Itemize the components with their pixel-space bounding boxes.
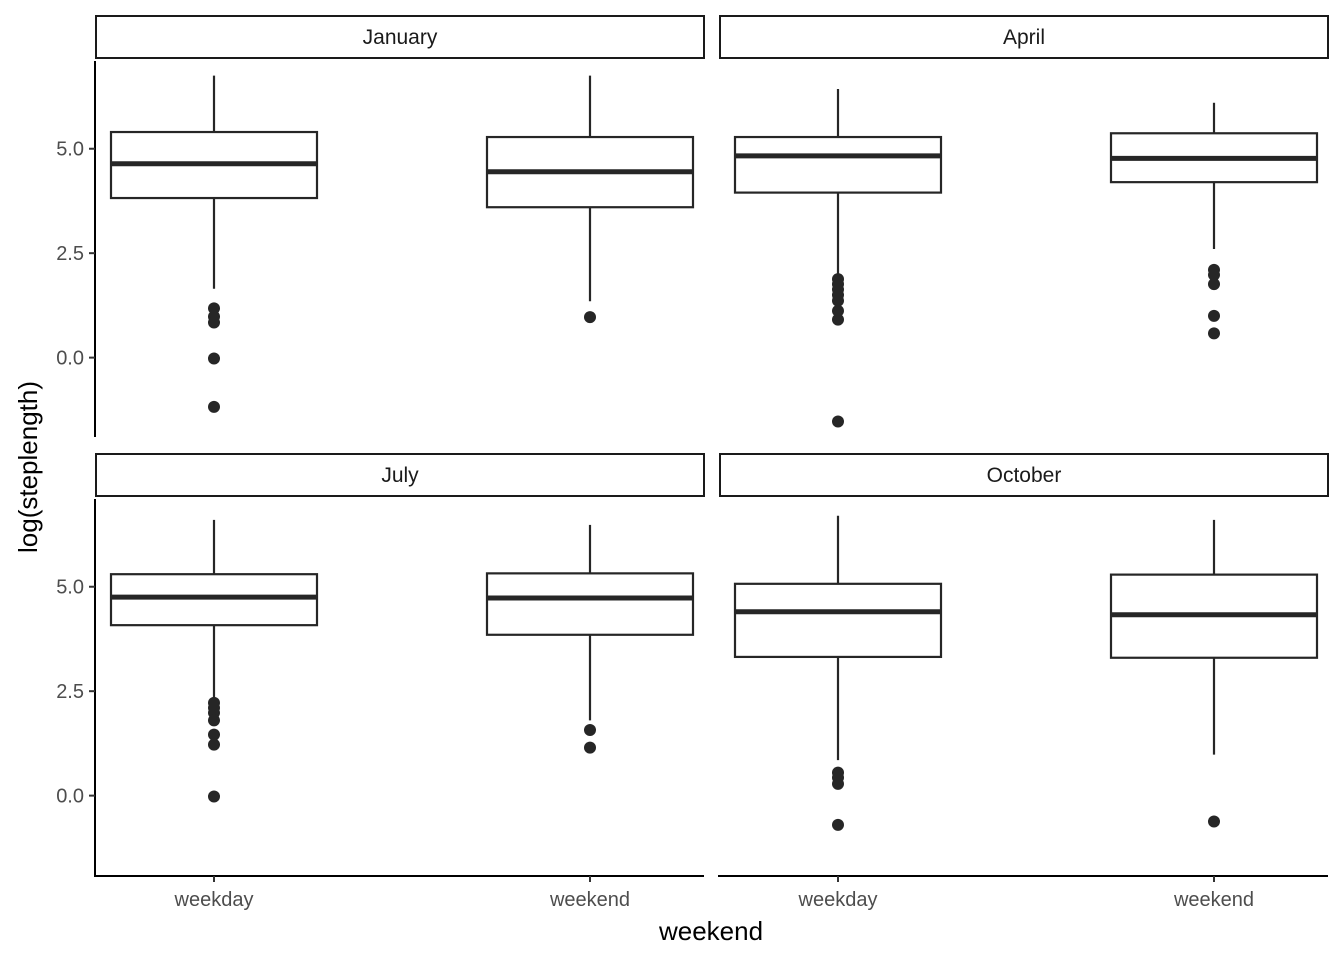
outlier-point — [1208, 278, 1220, 291]
outlier-point — [1208, 815, 1220, 828]
axes-layer: 0.0 2.5 5.0 0.0 2.5 5.0 weekday weekend weekday w… — [56, 61, 1328, 911]
facets-layer: January April July October — [95, 15, 1329, 831]
facet-strip — [95, 453, 705, 497]
box-weekend — [1109, 519, 1319, 828]
outlier-point — [584, 724, 596, 737]
y-axis-title: log(steplength) — [13, 381, 43, 553]
facet-strip-label: October — [987, 464, 1062, 487]
outlier-point — [208, 352, 220, 365]
box-weekday — [109, 75, 319, 413]
y-tick-label: 2.5 — [56, 243, 84, 265]
outlier-point — [832, 294, 844, 307]
box-weekend — [485, 75, 695, 324]
outlier-point — [832, 818, 844, 831]
outlier-point — [1208, 309, 1220, 322]
outlier-point — [208, 714, 220, 727]
outlier-point — [208, 728, 220, 741]
outlier-point — [208, 400, 220, 413]
facet-strip-label: January — [363, 26, 438, 49]
outlier-point — [832, 777, 844, 790]
facet-january: January — [95, 15, 705, 413]
x-tick-label: weekend — [549, 889, 630, 911]
facet-strip — [719, 453, 1329, 497]
y-tick-label: 5.0 — [56, 577, 84, 599]
outlier-point — [208, 316, 220, 329]
outlier-point — [208, 302, 220, 315]
facet-april: April — [719, 15, 1329, 428]
facet-strip-label: April — [1003, 26, 1045, 49]
box-iqr — [109, 573, 319, 627]
outlier-point — [1208, 327, 1220, 340]
x-axis-title: weekend — [658, 916, 763, 946]
box-iqr — [733, 582, 943, 659]
box-weekday — [733, 88, 943, 428]
facet-october: October — [719, 453, 1329, 831]
box-weekday — [733, 515, 943, 831]
box-iqr — [733, 135, 943, 194]
x-tick-label: weekend — [1173, 889, 1254, 911]
outlier-point — [584, 311, 596, 324]
y-tick-label: 5.0 — [56, 139, 84, 161]
facet-july: July — [95, 453, 705, 803]
outlier-point — [584, 741, 596, 754]
outlier-point — [832, 304, 844, 317]
outlier-point — [832, 415, 844, 428]
facet-strip — [95, 15, 705, 59]
facet-strip-label: July — [381, 464, 419, 487]
box-weekday — [109, 519, 319, 803]
outlier-point — [208, 790, 220, 803]
y-tick-label: 2.5 — [56, 681, 84, 703]
facet-strip — [719, 15, 1329, 59]
x-tick-label: weekday — [798, 889, 878, 911]
outlier-point — [1208, 268, 1220, 281]
box-iqr — [485, 572, 695, 636]
outlier-point — [208, 738, 220, 751]
y-tick-label: 0.0 — [56, 348, 84, 370]
y-tick-label: 0.0 — [56, 786, 84, 808]
outlier-point — [832, 313, 844, 326]
box-weekend — [485, 524, 695, 754]
x-tick-label: weekday — [174, 889, 254, 911]
box-weekend — [1109, 102, 1319, 340]
